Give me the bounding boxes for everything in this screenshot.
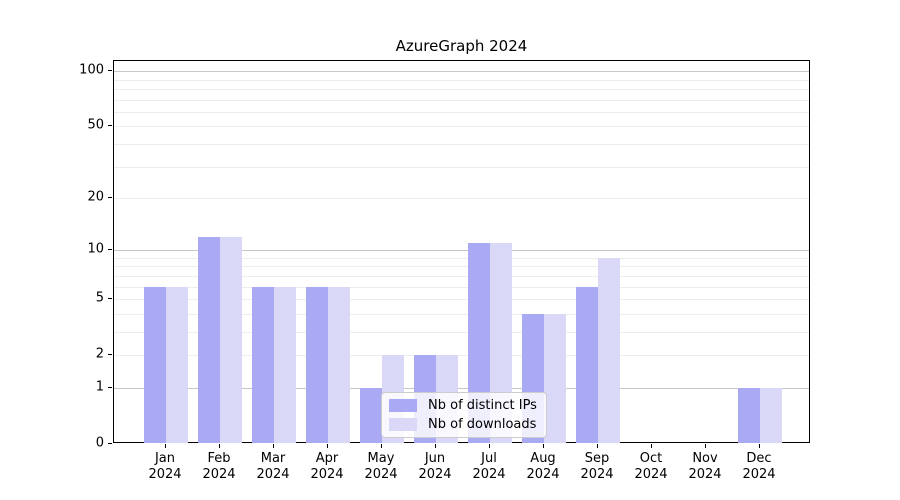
x-tick-mark-nov	[705, 444, 706, 448]
minor-gridline-70	[114, 100, 809, 101]
x-tick-mark-apr	[327, 444, 328, 448]
legend: Nb of distinct IPs Nb of downloads	[381, 392, 547, 438]
bar-downloads-dec	[760, 387, 782, 443]
x-tick-mark-sep	[597, 444, 598, 448]
y-tick-mark-2	[108, 354, 112, 355]
x-tick-mark-feb	[219, 444, 220, 448]
x-tick-label-sep: Sep 2024	[580, 451, 614, 482]
bar-downloads-sep	[598, 257, 620, 443]
x-tick-label-jun: Jun 2024	[418, 451, 452, 482]
legend-swatch-downloads	[389, 418, 417, 432]
bar-distinct-ips-sep	[576, 286, 598, 443]
chart-title: AzureGraph 2024	[395, 37, 528, 55]
legend-label-downloads: Nb of downloads	[428, 417, 537, 433]
x-tick-mark-oct	[651, 444, 652, 448]
major-gridline-10	[114, 250, 809, 251]
minor-gridline-60	[114, 112, 809, 113]
major-gridline-100	[114, 71, 809, 72]
minor-gridline-7	[114, 276, 809, 277]
y-tick-label-2: 2	[95, 346, 104, 362]
y-tick-mark-20	[108, 197, 112, 198]
x-tick-label-dec: Dec 2024	[742, 451, 776, 482]
minor-gridline-3	[114, 332, 809, 333]
y-tick-mark-10	[108, 249, 112, 250]
bar-distinct-ips-dec	[738, 387, 760, 443]
bar-downloads-jan	[166, 286, 188, 443]
x-tick-mark-jan	[165, 444, 166, 448]
y-tick-label-20: 20	[87, 189, 104, 205]
minor-gridline-2	[114, 355, 809, 356]
bar-distinct-ips-apr	[306, 286, 328, 443]
bar-downloads-feb	[220, 236, 242, 443]
x-tick-label-jul: Jul 2024	[472, 451, 506, 482]
major-gridline-1	[114, 388, 809, 389]
x-tick-label-apr: Apr 2024	[310, 451, 344, 482]
x-tick-mark-jul	[489, 444, 490, 448]
x-tick-label-oct: Oct 2024	[634, 451, 668, 482]
minor-gridline-5	[114, 299, 809, 300]
y-tick-label-50: 50	[87, 117, 104, 133]
minor-gridline-6	[114, 287, 809, 288]
x-tick-label-aug: Aug 2024	[526, 451, 560, 482]
x-tick-label-mar: Mar 2024	[256, 451, 290, 482]
legend-label-distinct-ips: Nb of distinct IPs	[428, 397, 537, 413]
minor-gridline-8	[114, 266, 809, 267]
y-tick-mark-0	[108, 443, 112, 444]
y-tick-label-0: 0	[95, 435, 104, 451]
y-tick-label-10: 10	[87, 241, 104, 257]
y-tick-mark-100	[108, 70, 112, 71]
bar-distinct-ips-may	[360, 387, 382, 443]
y-tick-label-1: 1	[95, 379, 104, 395]
minor-gridline-9	[114, 258, 809, 259]
bar-distinct-ips-jan	[144, 286, 166, 443]
bar-distinct-ips-mar	[252, 286, 274, 443]
bar-downloads-aug	[544, 313, 566, 443]
y-tick-mark-5	[108, 298, 112, 299]
x-tick-label-feb: Feb 2024	[202, 451, 236, 482]
x-tick-mark-dec	[759, 444, 760, 448]
minor-gridline-90	[114, 80, 809, 81]
x-tick-label-may: May 2024	[364, 451, 398, 482]
bar-distinct-ips-feb	[198, 236, 220, 443]
plot-area: Nb of distinct IPs Nb of downloads	[113, 60, 810, 443]
legend-row-distinct-ips: Nb of distinct IPs	[389, 397, 538, 414]
bar-downloads-apr	[328, 286, 350, 443]
minor-gridline-30	[114, 167, 809, 168]
minor-gridline-20	[114, 198, 809, 199]
y-tick-label-5: 5	[95, 290, 104, 306]
bar-downloads-mar	[274, 286, 296, 443]
x-tick-label-jan: Jan 2024	[148, 451, 182, 482]
minor-gridline-80	[114, 89, 809, 90]
x-tick-mark-aug	[543, 444, 544, 448]
minor-gridline-4	[114, 314, 809, 315]
y-tick-mark-50	[108, 125, 112, 126]
minor-gridline-50	[114, 126, 809, 127]
minor-gridline-40	[114, 144, 809, 145]
x-tick-mark-jun	[435, 444, 436, 448]
x-tick-mark-mar	[273, 444, 274, 448]
y-tick-label-100: 100	[79, 62, 104, 78]
y-tick-mark-1	[108, 387, 112, 388]
x-tick-label-nov: Nov 2024	[688, 451, 722, 482]
x-tick-mark-may	[381, 444, 382, 448]
legend-swatch-distinct-ips	[389, 398, 417, 412]
legend-row-downloads: Nb of downloads	[389, 417, 538, 434]
